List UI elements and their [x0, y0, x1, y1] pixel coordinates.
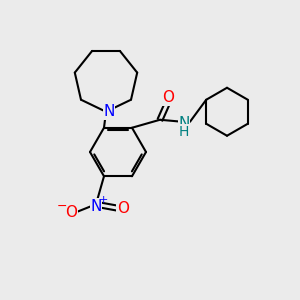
- Text: +: +: [98, 195, 108, 205]
- Text: N: N: [90, 199, 102, 214]
- Text: −: −: [57, 200, 67, 213]
- Text: N: N: [103, 104, 115, 119]
- Text: O: O: [117, 201, 129, 216]
- Text: H: H: [179, 125, 189, 139]
- Text: N: N: [178, 116, 190, 131]
- Text: O: O: [162, 90, 174, 105]
- Text: O: O: [65, 205, 77, 220]
